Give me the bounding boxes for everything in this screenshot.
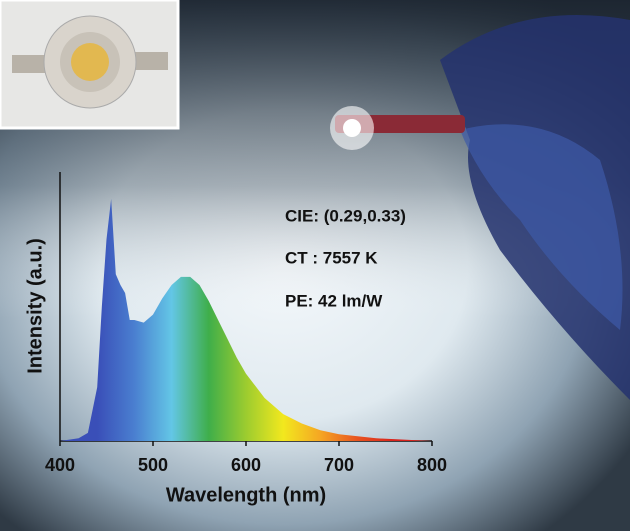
spectrum-area (60, 198, 432, 441)
x-tick-label: 400 (45, 455, 75, 475)
x-tick-label: 800 (417, 455, 447, 475)
led (343, 119, 361, 137)
glove-highlight (460, 124, 623, 331)
annotation: PE: 42 lm/W (285, 291, 383, 310)
inset-photo (0, 0, 180, 130)
annotation: CIE: (0.29,0.33) (285, 206, 406, 225)
annotation: CT : 7557 K (285, 248, 378, 267)
y-axis-label: Intensity (a.u.) (24, 238, 46, 374)
x-axis-label: Wavelength (nm) (166, 484, 326, 506)
x-tick-label: 500 (138, 455, 168, 475)
x-tick-label: 600 (231, 455, 261, 475)
x-tick-label: 700 (324, 455, 354, 475)
